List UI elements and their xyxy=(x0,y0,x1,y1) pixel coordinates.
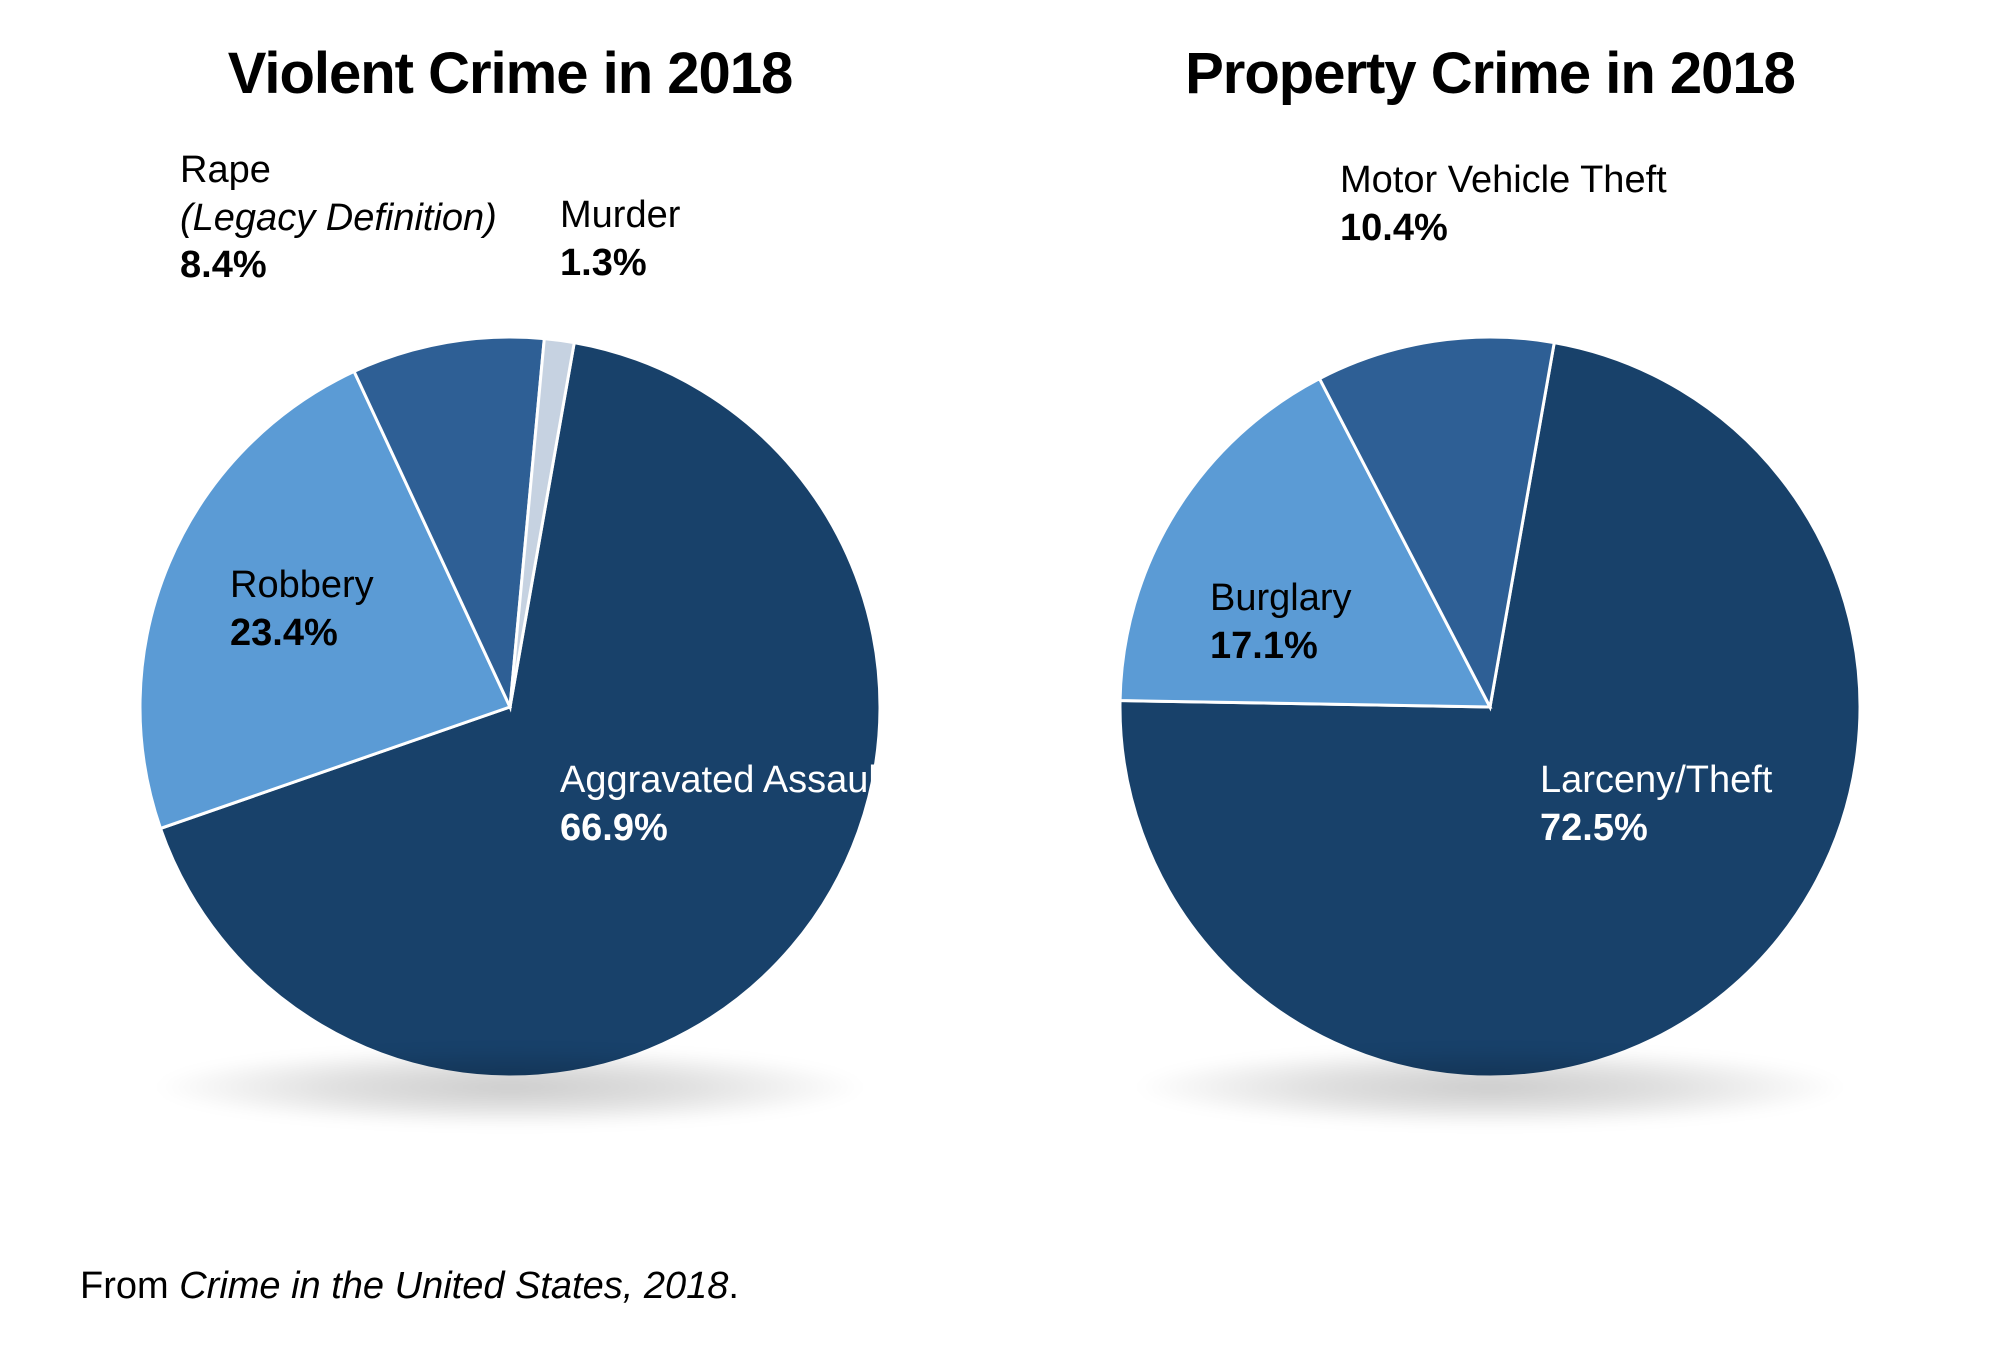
slice-label: Rape(Legacy Definition)8.4% xyxy=(180,147,497,290)
property-crime-pie xyxy=(1040,117,1940,1167)
chart-wrap-1: Aggravated Assault66.9% Robbery23.4% Rape(… xyxy=(60,117,960,1167)
charts-container: Violent Crime in 2018 Aggravated Assault… xyxy=(0,0,2000,1167)
chart-wrap-2: Larceny/Theft72.5% Burglary17.1% Motor Veh… xyxy=(1040,117,1940,1167)
slice-label: Larceny/Theft72.5% xyxy=(1540,757,1772,852)
source-prefix: From xyxy=(80,1265,179,1307)
slice-label: Motor Vehicle Theft10.4% xyxy=(1340,157,1667,252)
source-title: Crime in the United States, 2018 xyxy=(179,1265,728,1307)
source-suffix: . xyxy=(728,1265,739,1307)
property-crime-chart-block: Property Crime in 2018 Larceny/Theft72.5… xyxy=(1040,40,1940,1167)
chart-shadow-2 xyxy=(1130,1047,1850,1127)
source-citation: From Crime in the United States, 2018. xyxy=(80,1265,739,1308)
chart-shadow-1 xyxy=(150,1047,870,1127)
slice-label: Murder1.3% xyxy=(560,192,680,287)
slice-label: Robbery23.4% xyxy=(230,562,374,657)
violent-crime-chart-block: Violent Crime in 2018 Aggravated Assault… xyxy=(60,40,960,1167)
slice-label: Aggravated Assault66.9% xyxy=(560,757,887,852)
chart-title-2: Property Crime in 2018 xyxy=(1185,40,1795,107)
chart-title-1: Violent Crime in 2018 xyxy=(228,40,793,107)
slice-label: Burglary17.1% xyxy=(1210,575,1352,670)
